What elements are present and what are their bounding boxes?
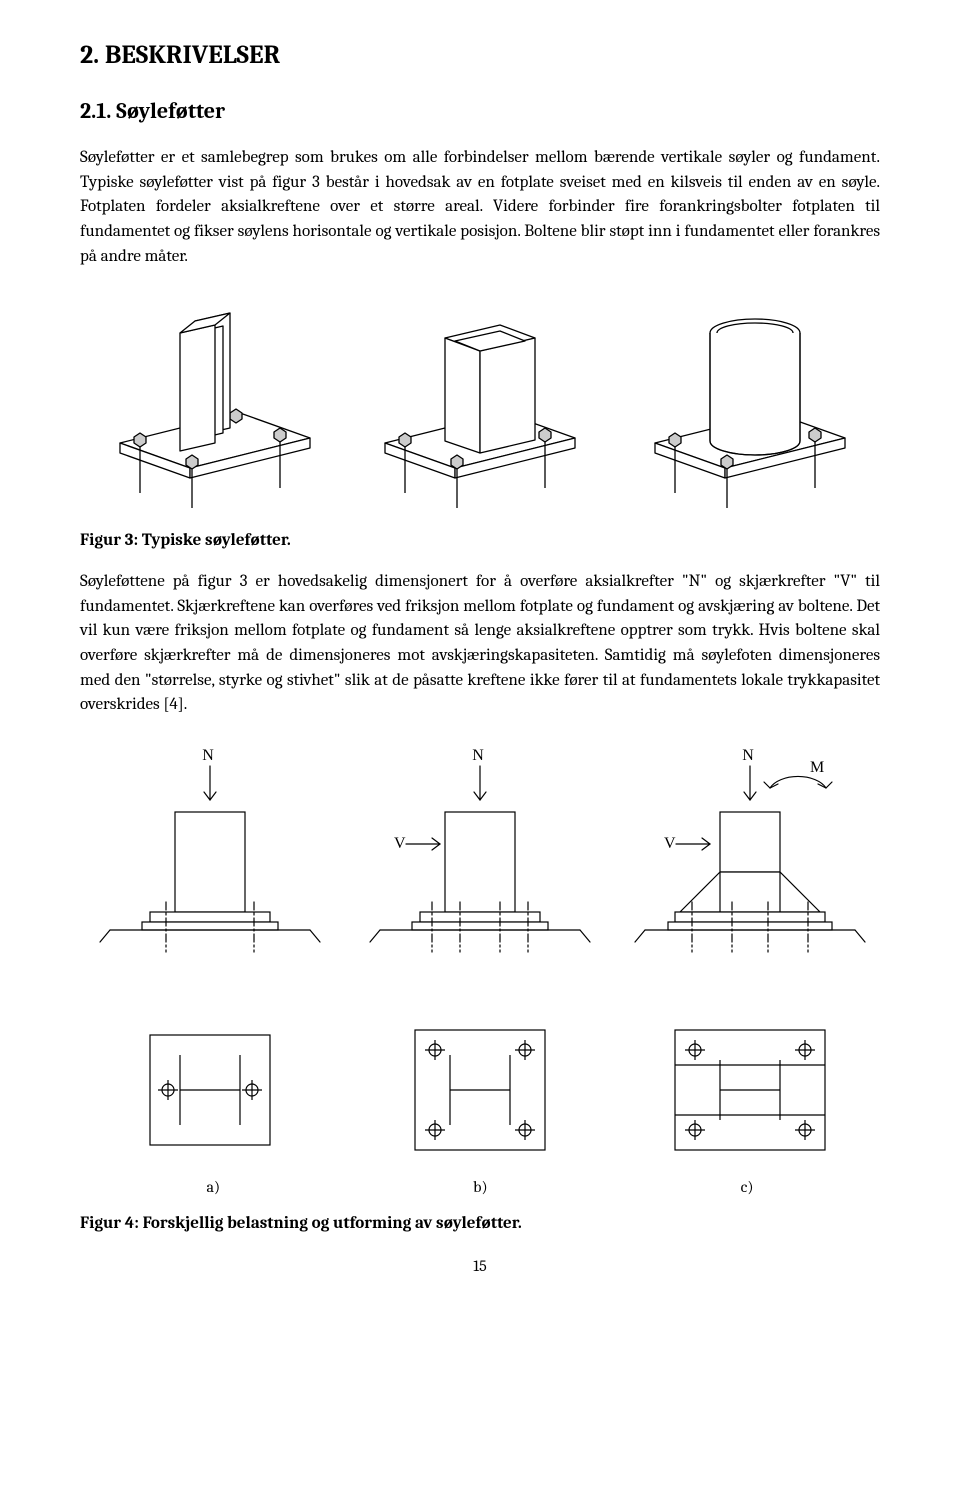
fig3-circle (620, 293, 880, 513)
fig4-b: N V (350, 742, 610, 1002)
paragraph-1: Søyleføtter er et samlebegrep som brukes… (80, 146, 880, 269)
label-n: N (472, 747, 484, 764)
paragraph-2: Søyleføttene på figur 3 er hovedsakelig … (80, 570, 880, 718)
fig4-c: N M V (620, 742, 880, 1002)
label-v: V (664, 835, 676, 852)
label-v: V (394, 835, 406, 852)
fig4-c-plan (620, 1010, 880, 1170)
label-b: b) (473, 1178, 487, 1196)
fig4-a: N (80, 742, 340, 1002)
label-a: a) (207, 1178, 221, 1196)
fig4-b-plan (350, 1010, 610, 1170)
heading-2: 2.1. Søyleføtter (80, 98, 880, 124)
figure-4-labels: a) b) c) (80, 1178, 880, 1196)
page-number: 15 (80, 1257, 880, 1275)
label-c: c) (741, 1178, 754, 1196)
fig3-ibeam (80, 293, 340, 513)
label-m: M (810, 759, 824, 776)
heading-1: 2. BESKRIVELSER (80, 40, 880, 70)
figure-4-elevations: N N (80, 742, 880, 1002)
figure-4-caption: Figur 4: Forskjellig belastning og utfor… (80, 1214, 880, 1233)
fig3-square (350, 293, 610, 513)
label-n: N (202, 747, 214, 764)
fig4-a-plan (80, 1010, 340, 1170)
label-n: N (742, 747, 754, 764)
figure-3 (80, 293, 880, 513)
figure-3-caption: Figur 3: Typiske søyleføtter. (80, 531, 880, 550)
page: 2. BESKRIVELSER 2.1. Søyleføtter Søylefø… (0, 0, 960, 1305)
figure-4-plans (80, 1010, 880, 1170)
